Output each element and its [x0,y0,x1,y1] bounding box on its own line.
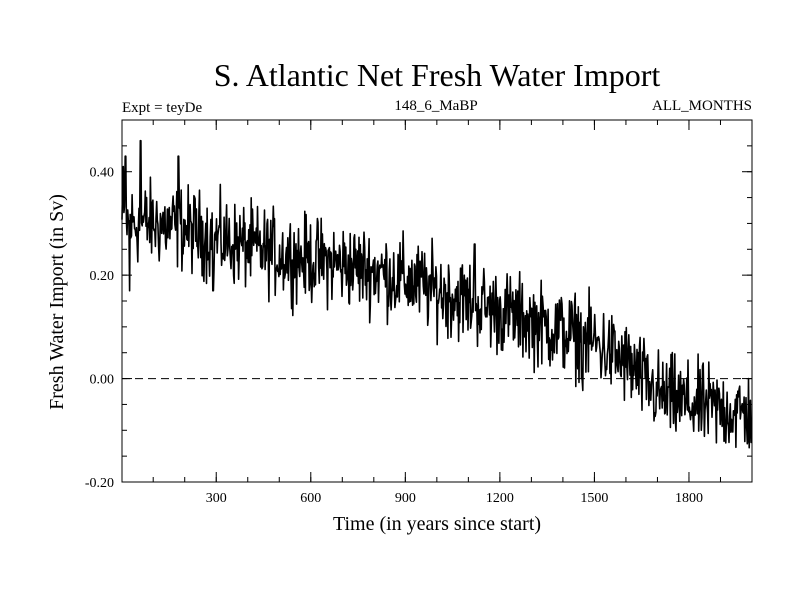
chart-title: S. Atlantic Net Fresh Water Import [214,57,661,93]
y-tick-label: 0.00 [90,373,115,388]
x-tick-label: 900 [395,491,416,506]
y-tick-label: 0.40 [90,166,115,181]
y-tick-label: -0.20 [85,476,114,491]
x-tick-label: 1800 [675,491,703,506]
header-center-label: 148_6_MaBP [394,98,477,114]
x-tick-label: 300 [206,491,227,506]
header-left-label: Expt = teyDe [122,100,202,116]
x-tick-label: 1200 [486,491,514,506]
x-tick-label: 600 [300,491,321,506]
x-tick-label: 1500 [580,491,608,506]
y-tick-label: 0.20 [90,269,115,284]
x-axis-label: Time (in years since start) [333,513,541,535]
header-right-label: ALL_MONTHS [652,98,752,114]
plot-area: 300 600 900 1200 1500 1800 -0.20 0.00 0.20 0.40 [85,119,753,506]
y-axis-label: Fresh Water Import (in Sv) [46,194,68,410]
series-line [121,139,753,449]
